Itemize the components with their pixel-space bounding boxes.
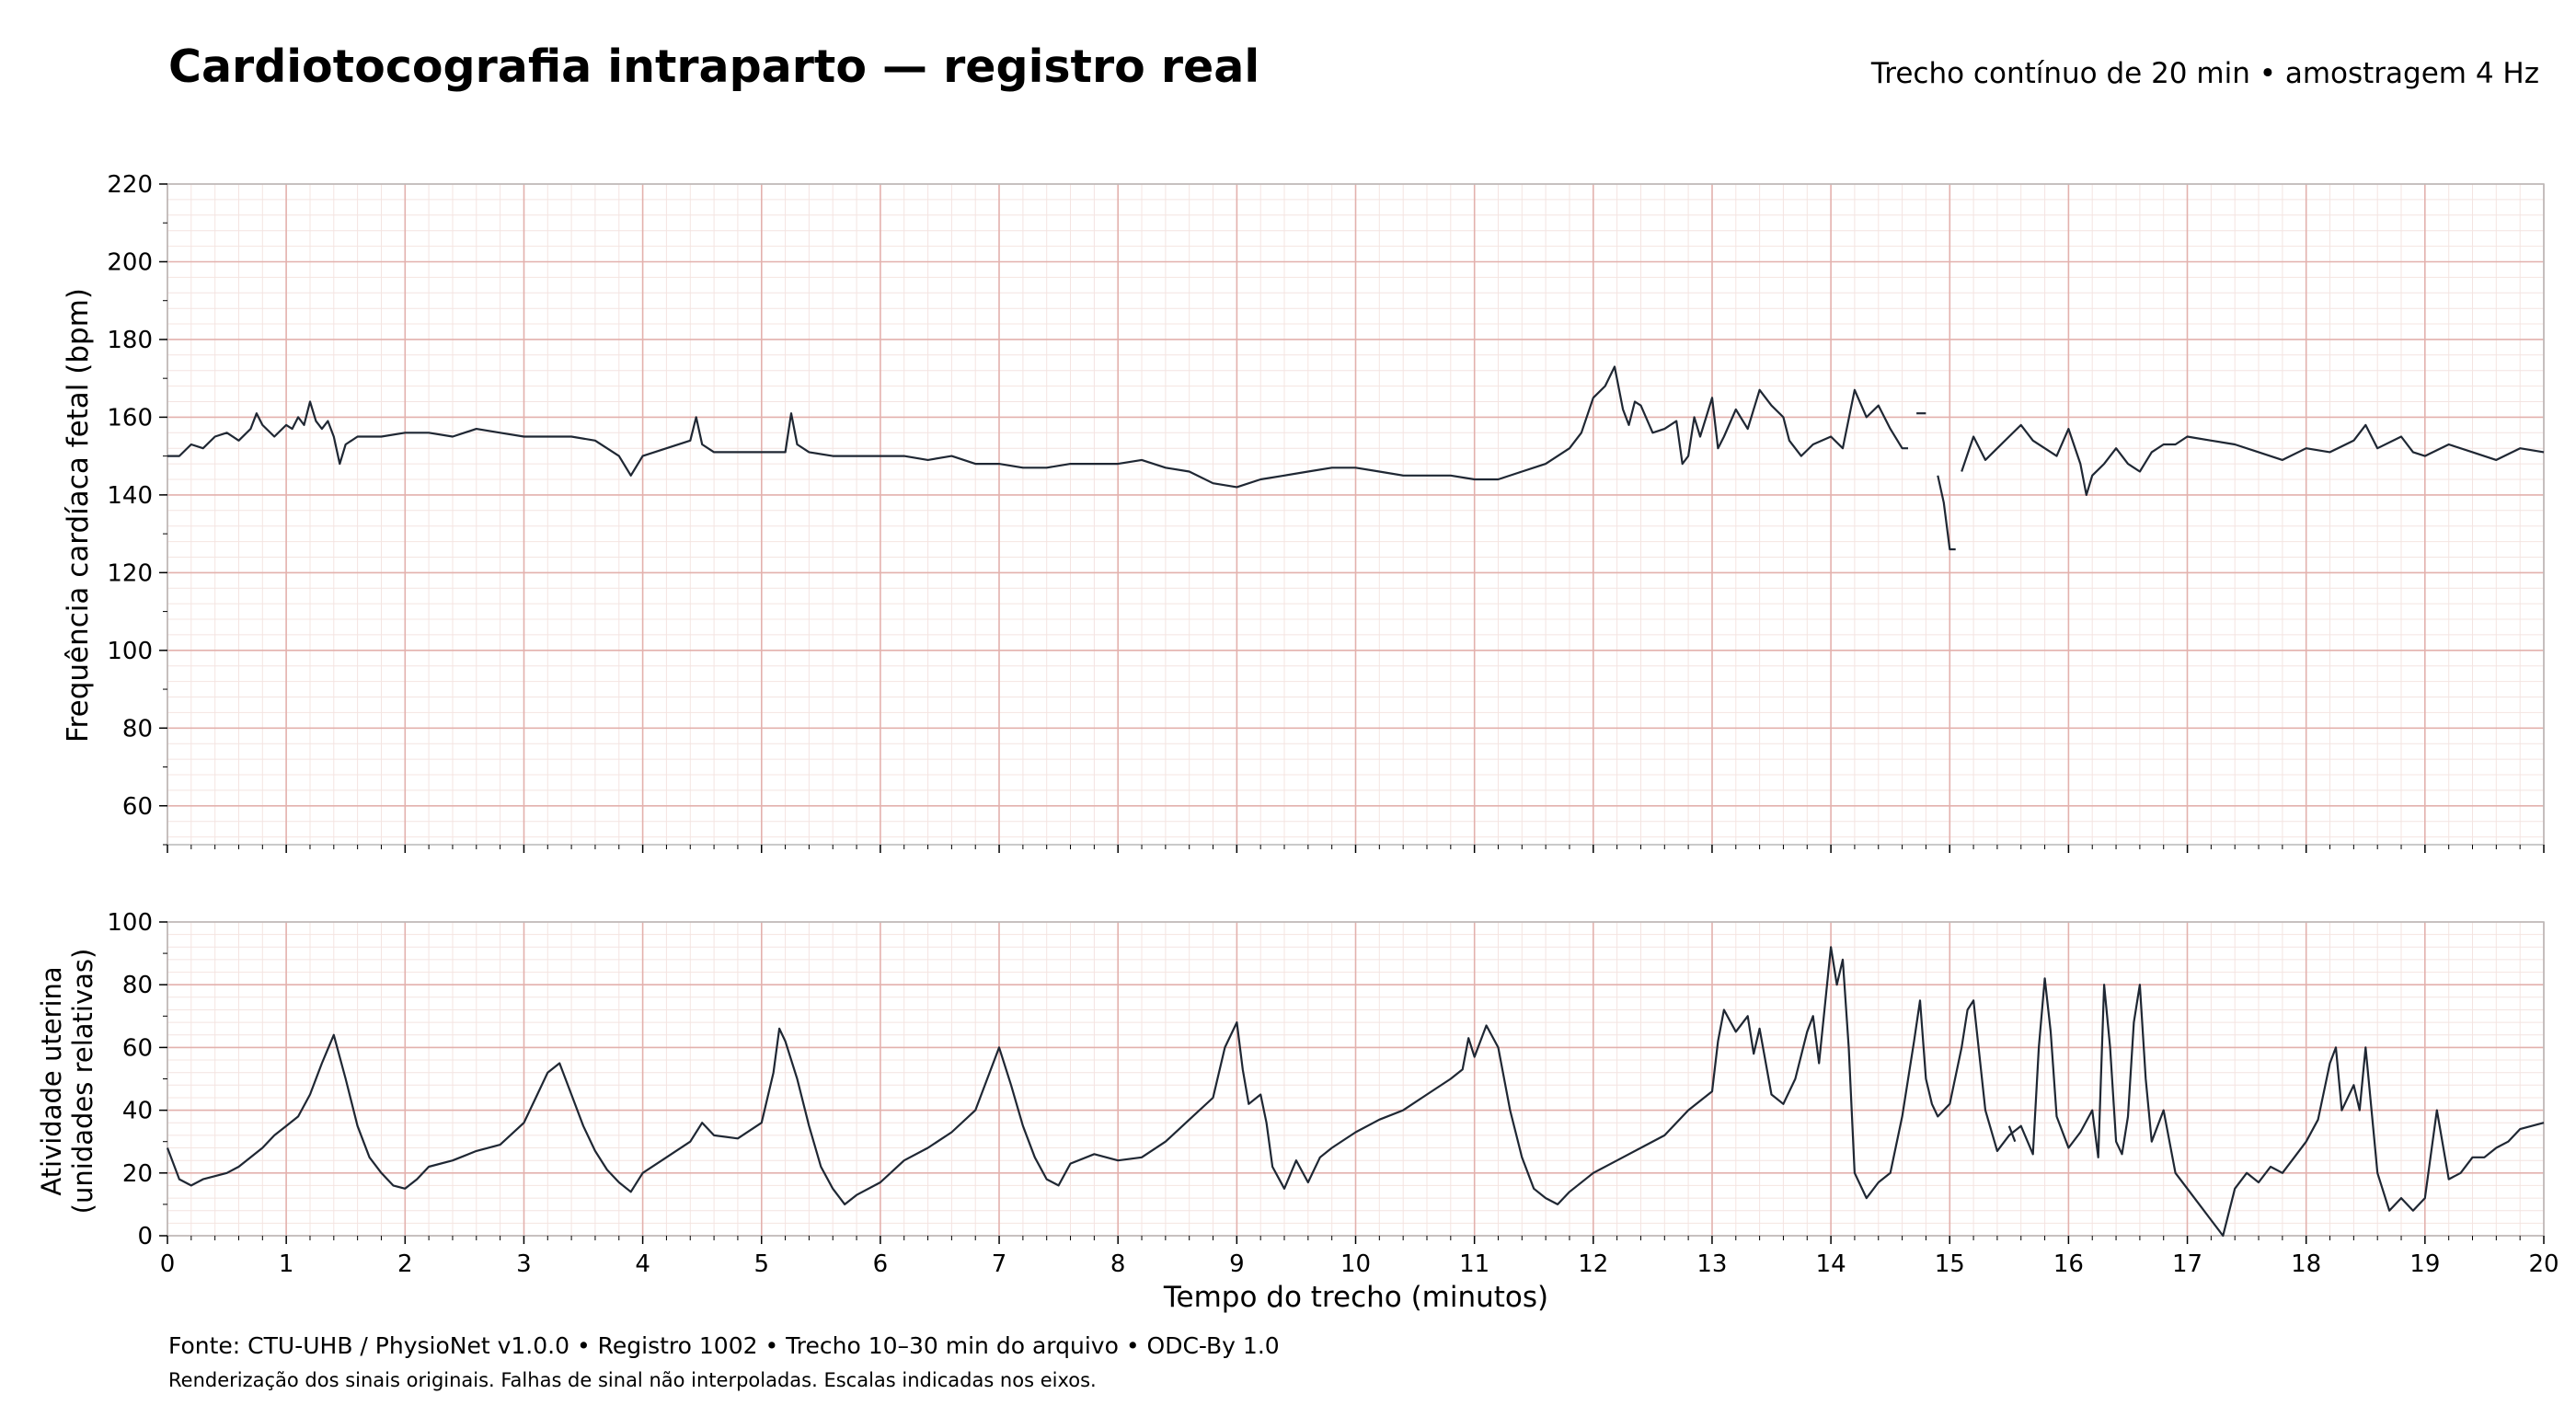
- x-tick-label: 6: [873, 1250, 889, 1278]
- x-tick-label: 7: [992, 1250, 1007, 1278]
- x-tick-label: 18: [2291, 1250, 2321, 1278]
- y-tick-label: 80: [122, 972, 153, 999]
- rendering-note: Renderização dos sinais originais. Falha…: [168, 1369, 1097, 1391]
- ua-trace-segment: [166, 946, 2545, 1238]
- x-tick-label: 17: [2172, 1250, 2202, 1278]
- x-tick-label: 19: [2409, 1250, 2440, 1278]
- x-tick-label: 11: [1459, 1250, 1489, 1278]
- y-tick-label: 60: [122, 1034, 153, 1062]
- x-tick-label: 12: [1578, 1250, 1608, 1278]
- fhr-panel: 60 80 100 120 140 160 180 200 220: [107, 171, 2545, 853]
- y-tick-label: 20: [122, 1160, 153, 1188]
- time-xlabel: Tempo do trecho (minutos): [1163, 1281, 1548, 1314]
- fhr-trace-segment: [1937, 475, 1956, 551]
- chart-subtitle: Trecho contínuo de 20 min • amostragem 4…: [1870, 57, 2539, 90]
- ua-trace-segment: [2007, 1125, 2017, 1143]
- x-tick-label: 10: [1340, 1250, 1371, 1278]
- chart-title: Cardiotocografia intraparto — registro r…: [168, 40, 1260, 93]
- y-tick-label: 0: [137, 1223, 153, 1250]
- x-tick-label: 5: [753, 1250, 769, 1278]
- x-tick-label: 20: [2528, 1250, 2559, 1278]
- y-tick-label: 100: [107, 909, 153, 937]
- y-tick-label: 60: [122, 793, 153, 821]
- x-tick-label: 13: [1696, 1250, 1727, 1278]
- ua-ylabel-line-1: Atividade uterina: [36, 966, 67, 1195]
- x-tick-label: 14: [1816, 1250, 1846, 1278]
- x-tick-label: 16: [2053, 1250, 2084, 1278]
- y-tick-label: 100: [107, 638, 153, 665]
- y-tick-label: 160: [107, 404, 153, 432]
- source-note: Fonte: CTU-UHB / PhysioNet v1.0.0 • Regi…: [168, 1332, 1280, 1359]
- x-tick-label: 1: [279, 1250, 294, 1278]
- fhr-trace-segment: [167, 365, 1908, 489]
- x-tick-label: 15: [1935, 1250, 1965, 1278]
- x-tick-label: 8: [1110, 1250, 1126, 1278]
- x-tick-label: 4: [635, 1250, 650, 1278]
- y-tick-label: 180: [107, 327, 153, 354]
- y-tick-label: 40: [122, 1098, 153, 1125]
- fhr-ylabel: Frequência cardíaca fetal (bpm): [62, 288, 95, 743]
- x-tick-label: 0: [160, 1250, 176, 1278]
- y-tick-label: 220: [107, 171, 153, 199]
- y-tick-label: 80: [122, 715, 153, 743]
- y-tick-label: 200: [107, 248, 153, 276]
- y-tick-label: 140: [107, 482, 153, 510]
- y-tick-label: 120: [107, 559, 153, 587]
- x-tick-label: 9: [1229, 1250, 1245, 1278]
- x-tick-label: 3: [516, 1250, 532, 1278]
- fhr-trace-segment: [1961, 423, 2545, 497]
- ua-ylabel-line-2: (unidades relativas): [67, 949, 98, 1215]
- x-tick-label: 2: [397, 1250, 413, 1278]
